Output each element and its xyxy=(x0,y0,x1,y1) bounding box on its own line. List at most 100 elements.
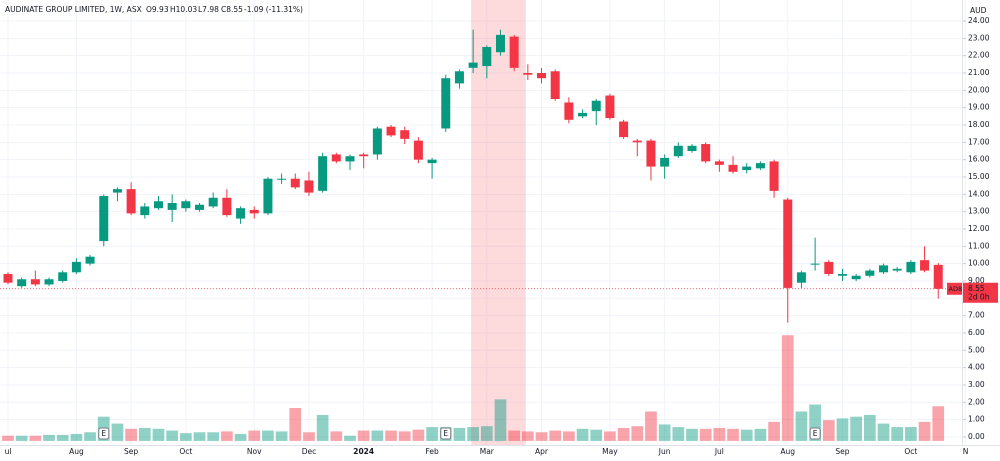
volume-bar xyxy=(658,424,671,441)
volume-bar xyxy=(207,432,220,441)
volume-bar xyxy=(70,434,83,441)
volume-bar xyxy=(330,431,343,441)
high-value: H10.03 xyxy=(170,5,197,14)
candle-body xyxy=(728,164,738,172)
volume-bar xyxy=(713,427,726,441)
volume-bar xyxy=(357,430,370,441)
volume-bar xyxy=(672,427,685,441)
volume-bar xyxy=(221,431,233,441)
candle-body xyxy=(331,154,341,162)
volume-bar xyxy=(795,411,808,441)
volume-bar xyxy=(590,429,603,441)
volume-bar xyxy=(850,416,863,441)
y-tick-label: 14.00 xyxy=(968,189,990,198)
candle-body xyxy=(85,256,95,264)
candle-body xyxy=(208,197,218,207)
volume-bar xyxy=(453,427,466,441)
candle-body xyxy=(509,36,519,68)
volume-bar xyxy=(891,427,904,441)
candle-body xyxy=(796,272,806,283)
y-tick-label: 12.00 xyxy=(968,224,990,233)
candle-body xyxy=(454,71,464,84)
candle-layer xyxy=(3,29,943,323)
candle-body xyxy=(482,47,492,67)
volume-bar xyxy=(303,432,315,441)
earnings-badge xyxy=(440,427,452,440)
y-tick-label: 11.00 xyxy=(968,241,990,250)
x-tick-label: ul xyxy=(5,447,12,456)
y-tick-label: 7.00 xyxy=(968,311,985,320)
volume-bar xyxy=(521,431,534,441)
candle-body xyxy=(140,206,150,216)
y-tick-label: 16.00 xyxy=(968,155,990,164)
x-tick-label: Nov xyxy=(247,447,262,456)
candle-body xyxy=(249,209,259,214)
candle-body xyxy=(701,144,711,162)
volume-bar xyxy=(316,414,329,441)
volume-bar xyxy=(932,406,945,441)
volume-bar xyxy=(549,430,562,441)
candle-body xyxy=(290,178,300,188)
price-label-value-box xyxy=(962,282,998,303)
candle-body xyxy=(181,201,191,209)
candle-body xyxy=(71,261,81,273)
volume-bar xyxy=(371,430,384,441)
candle-body xyxy=(783,199,793,288)
y-tick-label: 3.00 xyxy=(968,380,985,389)
candle-body xyxy=(687,145,697,151)
candle-body xyxy=(660,157,670,167)
x-tick-label: Aug xyxy=(69,447,84,456)
y-tick-label: 1.00 xyxy=(968,415,985,424)
candle-body xyxy=(427,159,437,164)
y-tick-label: 24.00 xyxy=(968,16,990,25)
earnings-badge xyxy=(98,427,110,440)
volume-bar xyxy=(822,420,835,441)
candle-body xyxy=(277,178,287,180)
volume-bar xyxy=(248,430,261,441)
candle-body xyxy=(906,261,916,273)
volume-bar xyxy=(15,435,28,441)
volume-bar xyxy=(740,429,753,441)
candle-body xyxy=(44,279,54,285)
price-label-box xyxy=(947,282,962,295)
candle-body xyxy=(263,178,273,214)
volume-bar xyxy=(262,430,274,441)
volume-bar xyxy=(781,335,794,441)
volume-bar xyxy=(152,428,165,441)
candle-body xyxy=(386,126,396,136)
candle-body xyxy=(304,180,314,193)
y-tick-label: 15.00 xyxy=(968,172,990,181)
y-tick-label: 9.00 xyxy=(968,276,985,285)
volume-bar xyxy=(193,432,206,441)
volume-bar xyxy=(412,429,425,441)
x-tick-label: Feb xyxy=(425,447,439,456)
candle-body xyxy=(578,112,588,117)
volume-bar xyxy=(29,435,42,441)
volume-bar xyxy=(166,430,179,441)
candle-body xyxy=(564,102,574,120)
candle-body xyxy=(632,140,642,143)
x-tick-label: Sep xyxy=(835,447,849,456)
candle-body xyxy=(413,140,423,160)
volume-bar xyxy=(179,433,192,441)
volume-bar xyxy=(508,430,521,441)
candle-body xyxy=(550,71,560,100)
x-tick-label: Dec xyxy=(302,447,317,456)
volume-bar xyxy=(576,428,589,441)
candle-body xyxy=(865,270,875,276)
volume-bar xyxy=(604,431,616,441)
x-tick-label: Jul xyxy=(714,447,724,456)
volume-bar xyxy=(125,428,137,441)
candle-body xyxy=(126,189,136,214)
x-tick-label: Aug xyxy=(780,447,795,456)
candle-body xyxy=(892,268,902,271)
y-tick-label: 20.00 xyxy=(968,85,990,94)
volume-bar xyxy=(398,431,411,441)
volume-bar xyxy=(535,432,548,441)
earnings-label: E xyxy=(813,429,818,438)
volume-bar xyxy=(385,430,397,441)
volume-bar xyxy=(84,432,96,441)
volume-bar xyxy=(275,431,288,441)
candle-body xyxy=(619,121,629,138)
